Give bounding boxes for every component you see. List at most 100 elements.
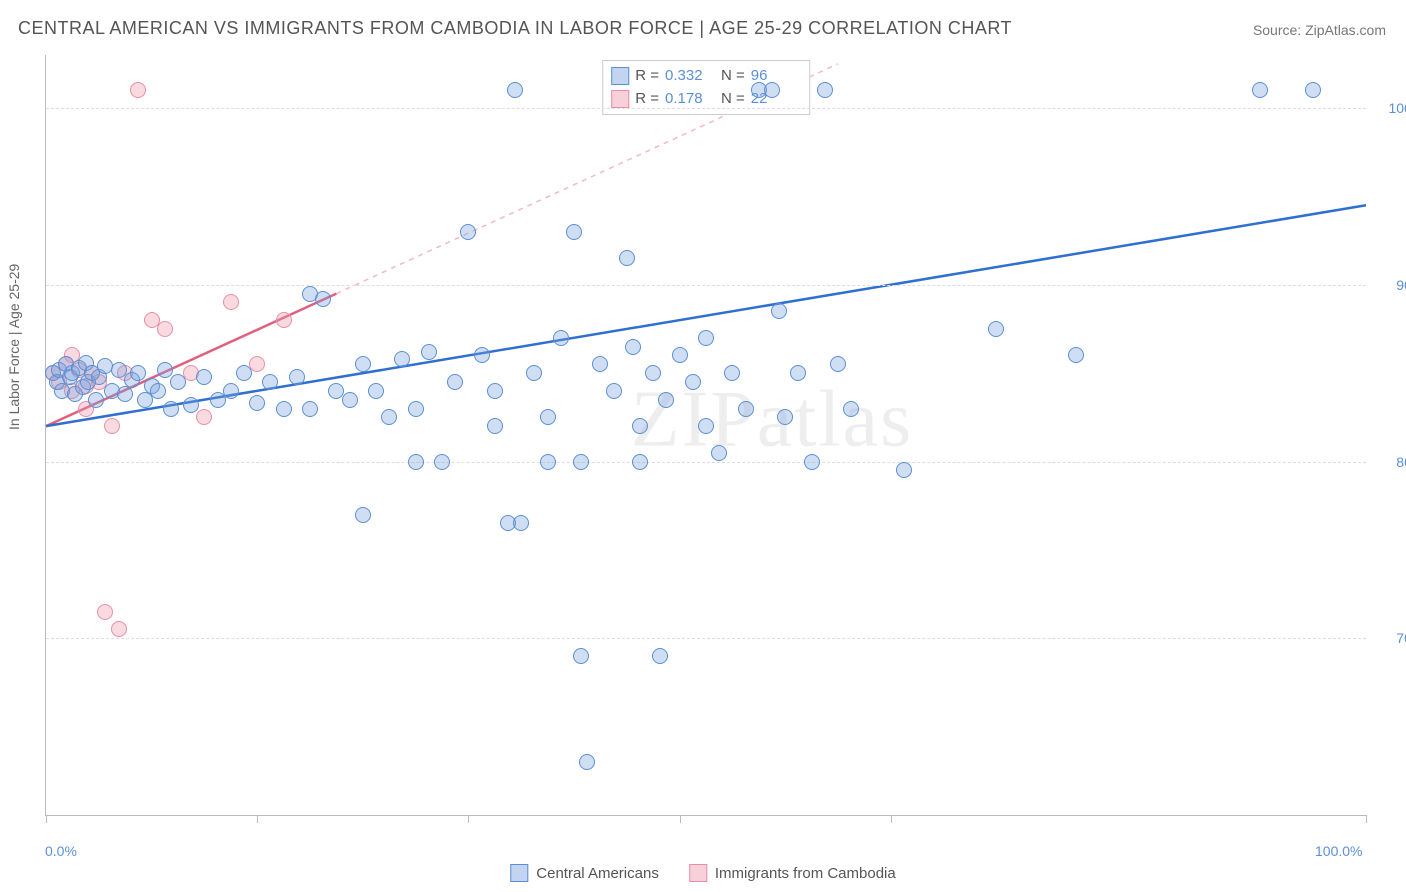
swatch-blue-icon [510,864,528,882]
data-point-blue [447,374,463,390]
data-point-blue [573,454,589,470]
chart-title: CENTRAL AMERICAN VS IMMIGRANTS FROM CAMB… [18,18,1012,39]
data-point-blue [771,303,787,319]
data-point-blue [698,418,714,434]
data-point-blue [592,356,608,372]
data-point-blue [1068,347,1084,363]
data-point-blue [394,351,410,367]
x-tick [468,815,469,823]
data-point-blue [724,365,740,381]
data-point-blue [507,82,523,98]
data-point-blue [685,374,701,390]
legend-label-pink: Immigrants from Cambodia [715,865,896,882]
source-label: Source: [1253,22,1305,38]
data-point-blue [988,321,1004,337]
data-point-blue [302,401,318,417]
data-point-blue [579,754,595,770]
data-point-blue [196,369,212,385]
r-value-pink: 0.178 [665,88,715,111]
swatch-pink-icon [611,90,629,108]
data-point-blue [249,395,265,411]
data-point-blue [804,454,820,470]
data-point-blue [381,409,397,425]
x-tick [257,815,258,823]
data-point-pink [97,604,113,620]
data-point-blue [487,383,503,399]
r-value-blue: 0.332 [665,65,715,88]
legend-item-blue: Central Americans [510,864,659,882]
data-point-blue [1305,82,1321,98]
data-point-blue [698,330,714,346]
data-point-blue [236,365,252,381]
data-point-blue [573,648,589,664]
y-tick-label: 90.0% [1376,277,1406,293]
data-point-pink [276,312,292,328]
data-point-pink [130,82,146,98]
data-point-blue [526,365,542,381]
y-tick-label: 80.0% [1376,454,1406,470]
r-label: R = [635,88,659,111]
data-point-blue [368,383,384,399]
data-point-pink [111,621,127,637]
data-point-blue [157,362,173,378]
data-point-blue [566,224,582,240]
data-point-blue [619,250,635,266]
data-point-blue [896,462,912,478]
data-point-blue [843,401,859,417]
data-point-blue [408,401,424,417]
data-point-pink [157,321,173,337]
legend-label-blue: Central Americans [536,865,659,882]
data-point-blue [790,365,806,381]
x-tick [1366,815,1367,823]
data-point-blue [487,418,503,434]
y-tick-label: 70.0% [1376,630,1406,646]
data-point-pink [104,418,120,434]
data-point-blue [342,392,358,408]
data-point-blue [170,374,186,390]
data-point-blue [276,401,292,417]
data-point-blue [289,369,305,385]
data-point-blue [540,409,556,425]
y-tick-label: 100.0% [1376,100,1406,116]
data-point-blue [658,392,674,408]
trend-line [46,205,1366,426]
data-point-blue [223,383,239,399]
data-point-blue [606,383,622,399]
gridline [46,108,1366,109]
legend-item-pink: Immigrants from Cambodia [689,864,896,882]
data-point-blue [117,386,133,402]
data-point-blue [672,347,688,363]
data-point-blue [163,401,179,417]
trend-lines-layer [46,55,1366,815]
data-point-blue [130,365,146,381]
data-point-blue [1252,82,1268,98]
data-point-blue [632,418,648,434]
y-axis-label: In Labor Force | Age 25-29 [6,264,22,430]
data-point-blue [764,82,780,98]
data-point-blue [408,454,424,470]
data-point-blue [355,507,371,523]
chart-container: CENTRAL AMERICAN VS IMMIGRANTS FROM CAMB… [0,0,1406,892]
data-point-blue [315,291,331,307]
data-point-blue [652,648,668,664]
data-point-blue [460,224,476,240]
data-point-blue [88,392,104,408]
x-tick-label-max: 100.0% [1315,843,1362,859]
data-point-blue [817,82,833,98]
gridline [46,285,1366,286]
legend: Central Americans Immigrants from Cambod… [510,864,895,882]
data-point-blue [513,515,529,531]
gridline [46,638,1366,639]
source-site: ZipAtlas.com [1305,22,1386,38]
x-tick [680,815,681,823]
data-point-blue [474,347,490,363]
n-label: N = [721,88,745,111]
data-point-blue [421,344,437,360]
data-point-blue [150,383,166,399]
data-point-blue [830,356,846,372]
swatch-pink-icon [689,864,707,882]
gridline [46,462,1366,463]
data-point-blue [777,409,793,425]
data-point-blue [355,356,371,372]
data-point-blue [553,330,569,346]
